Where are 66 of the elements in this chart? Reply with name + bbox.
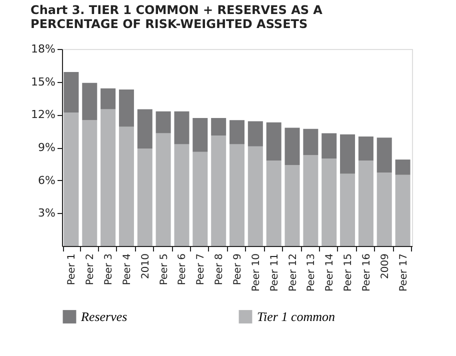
bar (284, 128, 300, 166)
x-tick-label: Peer 7 (196, 254, 207, 286)
bar (376, 172, 392, 246)
y-tick-label: 9% (38, 141, 56, 154)
bar (100, 109, 116, 246)
bar (118, 89, 134, 127)
bar (64, 112, 79, 246)
y-tick-label: 6% (38, 174, 56, 187)
bar (340, 174, 356, 246)
bar (137, 148, 152, 246)
y-tick-label: 18% (31, 42, 56, 56)
bar (376, 138, 392, 173)
bar (395, 174, 410, 246)
x-tick-label: Peer 11 (269, 254, 280, 292)
x-tick-label: Peer 4 (122, 254, 133, 286)
x-tick-label: Peer 8 (214, 254, 226, 286)
bar (100, 88, 116, 110)
bar (156, 111, 171, 134)
x-tick-label: Peer 15 (343, 254, 354, 292)
x-tick-label: Peer 3 (104, 254, 115, 286)
x-tick-label: Peer 13 (306, 254, 318, 292)
x-tick-label: Peer 1 (66, 254, 78, 286)
y-tick-label: 3% (38, 206, 56, 220)
bar (192, 118, 208, 152)
x-tick-label: Peer 6 (177, 254, 188, 286)
bar (118, 126, 134, 246)
bar (358, 160, 374, 246)
bar (137, 109, 152, 149)
y-tick-label: 12% (31, 108, 56, 122)
bar (82, 82, 98, 120)
bar (395, 160, 410, 175)
x-tick-label: Peer 14 (324, 254, 336, 292)
bar (266, 122, 282, 161)
bar (266, 160, 282, 246)
x-tick-label: Peer 16 (361, 254, 372, 292)
bar (303, 128, 318, 156)
bar (230, 144, 244, 246)
bar (82, 120, 98, 246)
bar (322, 158, 337, 246)
bar (211, 118, 226, 136)
x-tick-label: Peer 17 (398, 254, 410, 292)
x-tick-label: Peer 2 (85, 254, 96, 286)
bar (192, 152, 208, 246)
bar (248, 146, 263, 246)
x-tick-label: Peer 10 (250, 254, 262, 292)
bar (248, 121, 263, 146)
bar (322, 133, 337, 158)
bar (358, 136, 374, 161)
x-tick-label: 2009 (380, 254, 391, 279)
chart-title: Chart 3. TIER 1 COMMON + RESERVES AS A PERCENTAGE OF RISK-WEIGHTED ASSETS (30, 3, 324, 31)
bar (303, 155, 318, 246)
bar (174, 144, 190, 246)
bar (340, 134, 356, 174)
bar (156, 133, 171, 246)
x-tick-label: Peer 5 (158, 254, 170, 286)
bar (211, 135, 226, 246)
bar (174, 111, 190, 144)
x-tick-label: Peer 9 (232, 254, 244, 286)
x-tick-label: 2010 (140, 254, 152, 279)
legend-label: Reserves (80, 308, 128, 324)
y-tick-label: 15% (31, 75, 56, 88)
legend-label: Tier 1 common (257, 308, 335, 324)
bar (64, 72, 79, 112)
bar (284, 165, 300, 246)
bar (230, 120, 244, 144)
x-tick-label: Peer 12 (288, 254, 299, 292)
